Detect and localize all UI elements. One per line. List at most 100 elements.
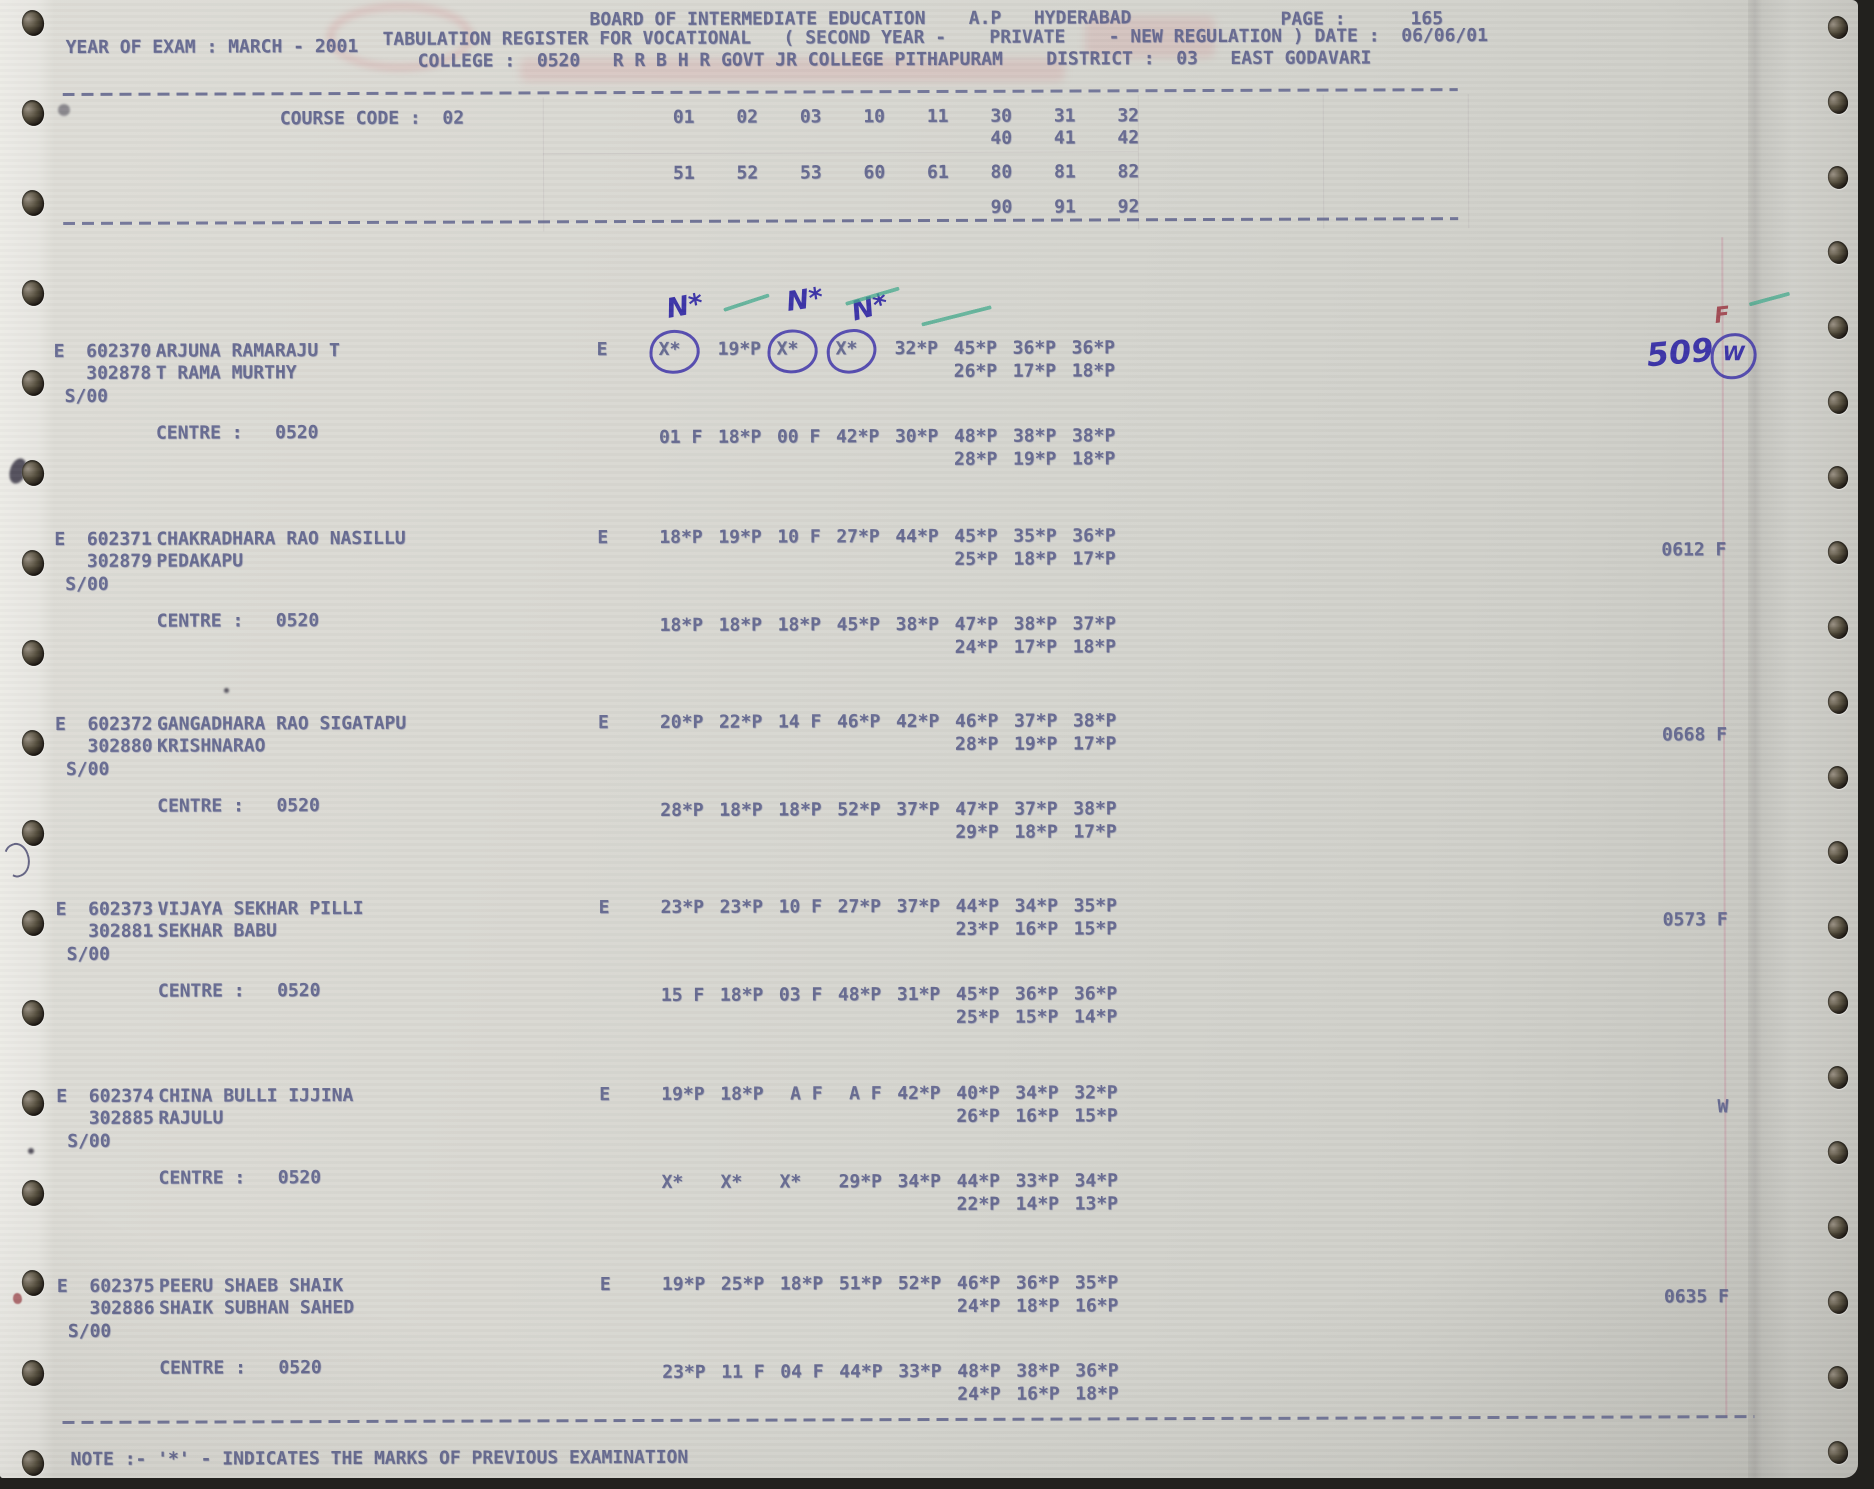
record-marks-cell: 18*P <box>1013 548 1057 570</box>
handwritten-total: 509 <box>1645 330 1716 375</box>
record-centre-marks-cell: 33*P <box>898 1360 942 1383</box>
record-marks-cell: 25*P <box>954 548 998 570</box>
record-marks-cell: 40*P <box>956 1082 1000 1104</box>
course-code-cell: 01 <box>672 106 695 128</box>
record-marks-cell: 26*P <box>956 1105 1000 1127</box>
record-marks-cell: 45*P <box>954 525 998 547</box>
record-centre-marks-cell: 37*P <box>896 798 940 821</box>
circled-mark-annotation <box>647 327 702 376</box>
form-grid-line <box>1467 94 1470 229</box>
record-centre-label: CENTRE : 0520 <box>159 1357 322 1379</box>
record-centre-marks-cell: 18*P <box>718 614 762 636</box>
record-marks-cell: 20*P <box>659 711 704 733</box>
record-marks-cell: 26*P <box>953 360 998 382</box>
record-centre-marks-cell: 24*P <box>957 1383 1001 1405</box>
form-grid-line <box>1322 94 1325 229</box>
record-marks-cell: 19*P <box>661 1083 705 1105</box>
record-centre-marks-cell: 18*P <box>777 614 821 636</box>
record-centre-marks-cell: 48*P <box>953 425 998 447</box>
record-marks-cell: 19*P <box>661 1273 706 1295</box>
handwritten-grade: W <box>1722 341 1745 366</box>
record-marks-cell: 18*P <box>779 1273 824 1295</box>
record-marks-cell: 46*P <box>836 711 881 733</box>
record-centre-marks-cell: 15*P <box>1014 1006 1059 1028</box>
record: E 602373 302881 S/00 VIJAYA SEKHAR PILLI S… <box>0 0 1855 1028</box>
record-centre-marks-cell: 52*P <box>837 799 881 821</box>
record-result: W <box>1663 1096 1729 1118</box>
record-medium: E <box>599 1084 611 1106</box>
record-marks-cell: 38*P <box>1072 710 1117 732</box>
course-code-cell: 02 <box>736 106 759 128</box>
record-centre-marks-cell: 29*P <box>838 1171 882 1193</box>
record-marks-cell: 52*P <box>897 1272 942 1295</box>
record-centre-label: CENTRE : 0520 <box>157 980 321 1002</box>
record-relation: S/00 <box>55 943 110 966</box>
record-medium: E <box>597 527 609 549</box>
record-centre-marks-cell: 48*P <box>837 984 882 1006</box>
record-marks-cell: 27*P <box>836 526 880 548</box>
record-result: 0612 F <box>1661 539 1727 561</box>
record-father-name: RAJULU <box>158 1107 224 1129</box>
record-centre-marks-cell: 00 F <box>776 426 821 448</box>
dashed-rule-course <box>63 217 1459 226</box>
course-code-cell: 30 <box>990 105 1013 127</box>
record-marks-cell: 37*P <box>896 895 940 918</box>
handwritten-annotations: N* N* N* 509 W F <box>0 0 1855 380</box>
record-centre-marks-cell: 36*P <box>1075 1360 1119 1382</box>
course-code-cell: 61 <box>926 161 949 184</box>
record-marks-cell: 14 F <box>777 711 822 733</box>
stamp-ghost-ring <box>326 2 474 72</box>
record-marks-cell: 25*P <box>720 1273 765 1295</box>
college-line: COLLEGE : 0520 R R B H R GOVT JR COLLEGE… <box>417 47 1372 72</box>
record-student-name: CHINA BULLI IJJINA <box>158 1085 354 1107</box>
red-pen-dot <box>13 1293 22 1304</box>
record-reg-line2: 302885 <box>56 1107 154 1130</box>
record-relation: S/00 <box>57 1320 112 1343</box>
record-reg-line2: 302880 <box>54 735 153 758</box>
year-of-exam-line: YEAR OF EXAM : MARCH - 2001 <box>65 35 359 59</box>
record-student-name: ARJUNA RAMARAJU T <box>155 340 340 362</box>
record-centre-marks-cell: X* <box>661 1171 684 1193</box>
record-centre-marks-cell: 25*P <box>955 1006 1000 1028</box>
course-code-cell: 91 <box>1054 196 1076 218</box>
dashed-rule-top <box>62 88 1458 97</box>
record-marks-cell: 36*P <box>1015 1272 1060 1294</box>
record-centre-marks-cell: 38*P <box>1016 1360 1060 1382</box>
course-code-grid: 01 02 03 10 11 30 31 32 40 41 42 51 52 53 60 61 80 81 82 90… <box>0 0 1855 218</box>
stamp-ghost-text-2 <box>1085 16 1215 58</box>
record-centre-marks-cell: 38*P <box>1012 425 1057 447</box>
record-reg-line2: 302878 <box>53 362 152 385</box>
record-centre-marks-cell: 18*P <box>1075 1383 1119 1405</box>
record-centre-marks-cell: 17*P <box>1073 821 1117 843</box>
record-centre-marks-cell: 33*P <box>1015 1170 1059 1192</box>
course-code-cell: 90 <box>990 196 1013 218</box>
record-centre-marks-cell: 37*P <box>1014 798 1058 820</box>
record-centre-marks-cell: 01 F <box>658 426 703 448</box>
record-marks-cell: 34*P <box>1015 1082 1059 1104</box>
record-marks-cell: 18*P <box>659 526 703 548</box>
record-marks-cell: 42*P <box>897 1082 941 1105</box>
course-code-cell: 81 <box>1053 161 1076 183</box>
record-medium: E <box>599 1274 611 1296</box>
record-centre-marks-cell: 37*P <box>1072 613 1116 635</box>
record-centre-marks-cell: 18*P <box>659 614 703 636</box>
record-centre-marks-cell: 38*P <box>1073 798 1117 820</box>
record-centre-marks-cell: 18*P <box>719 984 764 1006</box>
record-centre-marks-cell: 48*P <box>957 1360 1001 1382</box>
course-code-cell: 31 <box>1053 105 1076 127</box>
handwritten-n-annotation: N* <box>664 287 706 325</box>
record-student-name: CHAKRADHARA RAO NASILLU <box>156 527 406 550</box>
record-centre-marks-cell: 36*P <box>1014 983 1059 1005</box>
record-marks-cell: 18*P <box>720 1083 764 1105</box>
record-reg-line1: E 602374 <box>56 1085 154 1108</box>
record-marks-cell: 15*P <box>1074 1105 1118 1127</box>
record-centre-marks-cell: 13*P <box>1074 1193 1119 1215</box>
handwritten-flag: F <box>1713 302 1731 329</box>
record-medium: E <box>597 712 609 734</box>
record-centre-marks-cell: 34*P <box>897 1170 941 1193</box>
record-centre-label: CENTRE : 0520 <box>155 422 319 444</box>
record-marks-cell: 44*P <box>955 895 999 917</box>
dashed-rule-bottom <box>62 1415 1755 1425</box>
record-reg-line2: 302879 <box>54 550 152 573</box>
